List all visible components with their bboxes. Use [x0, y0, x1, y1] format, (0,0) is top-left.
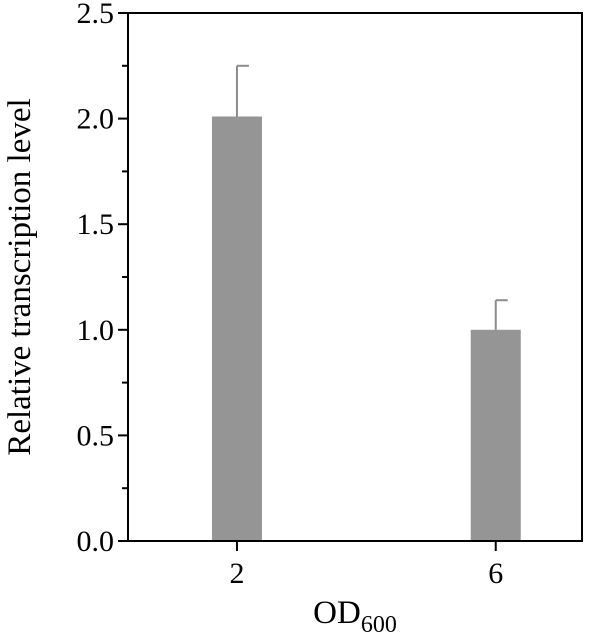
error-bars [235, 64, 508, 330]
y-tick-label: 2.5 [77, 0, 115, 30]
y-axis-title: Relative transcription level [2, 98, 38, 455]
x-axis-title: OD600 [313, 595, 397, 638]
y-tick-label: 1.0 [77, 314, 115, 347]
bar [211, 116, 262, 541]
y-tick-label: 2.0 [77, 103, 115, 136]
x-tick-label: 2 [229, 557, 244, 590]
bars [211, 116, 521, 541]
y-tick-label: 1.5 [77, 208, 115, 241]
bar [470, 329, 521, 541]
x-tick-label: 6 [488, 557, 503, 590]
x-axis-title-subscript: 600 [361, 612, 397, 638]
y-axis-ticks: 0.0 0.5 1.0 1.5 2.0 2.5 [77, 0, 128, 558]
y-tick-label: 0.0 [77, 525, 115, 558]
x-axis-title-main: OD [313, 595, 361, 631]
y-tick-label: 0.5 [77, 419, 115, 452]
plot-frame [127, 12, 583, 542]
